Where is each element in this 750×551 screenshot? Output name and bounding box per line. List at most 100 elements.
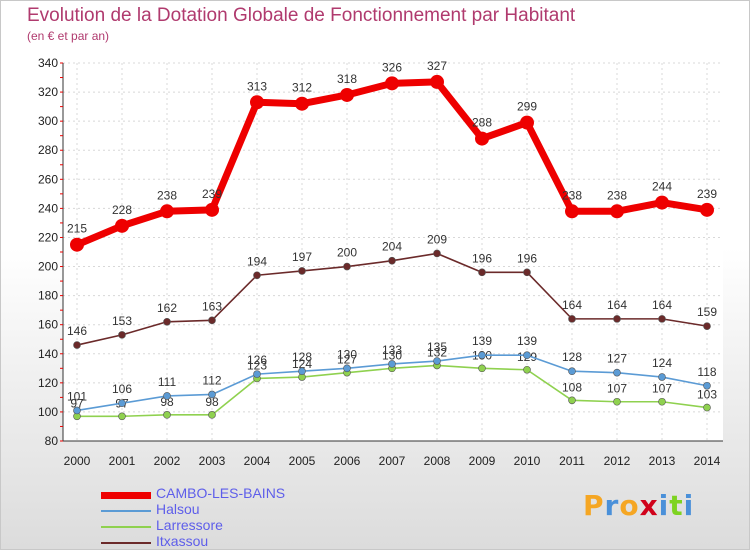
x-tick-label: 2002: [154, 454, 181, 468]
y-tick-label: 340: [38, 56, 58, 70]
y-tick-label: 320: [38, 85, 58, 99]
data-point: [208, 316, 216, 325]
data-label: 288: [472, 116, 492, 130]
data-label: 200: [337, 246, 357, 260]
y-tick-label: 80: [45, 434, 59, 448]
data-point: [478, 268, 486, 277]
logo-letter: t: [669, 489, 684, 522]
data-point: [433, 249, 441, 258]
data-point: [475, 131, 489, 146]
data-label: 130: [382, 348, 402, 362]
data-label: 108: [562, 380, 582, 394]
data-label: 107: [607, 382, 627, 396]
x-tick-label: 2014: [694, 454, 721, 468]
data-point: [73, 406, 81, 415]
legend-swatch: [101, 491, 151, 499]
data-point: [163, 392, 171, 400]
data-label: 244: [652, 180, 672, 194]
data-label: 215: [67, 222, 87, 236]
plot-area: [63, 63, 723, 441]
data-label: 313: [247, 79, 267, 93]
data-point: [163, 317, 171, 326]
data-point: [523, 365, 531, 374]
series-larressore: 9797989812312412713013213012910810710710…: [70, 345, 717, 421]
data-label: 132: [427, 345, 447, 359]
data-point: [478, 364, 486, 373]
data-label: 153: [112, 314, 132, 328]
data-point: [298, 367, 306, 376]
data-label: 164: [607, 298, 627, 312]
legend-swatch: [101, 510, 151, 512]
x-tick-label: 2001: [109, 454, 136, 468]
data-label: 299: [517, 100, 537, 114]
data-point: [118, 399, 126, 408]
x-tick-label: 2012: [604, 454, 631, 468]
data-label: 111: [158, 375, 177, 389]
data-point: [613, 368, 621, 377]
data-label: 238: [562, 188, 582, 202]
data-label: 312: [292, 81, 312, 95]
data-label: 204: [382, 240, 402, 254]
data-label: 238: [157, 188, 177, 202]
x-tick-label: 2010: [514, 454, 541, 468]
data-point: [568, 315, 576, 323]
data-label: 238: [607, 188, 627, 202]
data-label: 128: [292, 350, 312, 364]
data-label: 146: [67, 324, 87, 338]
x-tick-label: 2013: [649, 454, 676, 468]
data-label: 97: [70, 396, 84, 410]
data-label: 107: [652, 382, 672, 396]
data-label: 228: [112, 203, 132, 217]
x-tick-label: 2003: [199, 454, 226, 468]
x-tick-label: 2004: [244, 454, 271, 468]
data-point: [250, 95, 264, 110]
data-point: [568, 396, 576, 405]
data-point: [478, 351, 486, 360]
y-tick-label: 260: [38, 172, 58, 186]
x-tick-label: 2009: [469, 454, 496, 468]
data-label: 98: [160, 395, 174, 409]
data-point: [523, 351, 531, 360]
data-point: [73, 341, 81, 349]
y-tick-label: 220: [38, 230, 58, 244]
y-tick-label: 300: [38, 114, 58, 128]
data-label: 164: [652, 298, 672, 312]
y-tick-label: 240: [38, 201, 58, 215]
data-point: [568, 367, 576, 376]
proxiti-logo: Proxiti: [583, 489, 694, 522]
data-point: [343, 262, 351, 271]
y-tick-label: 160: [38, 318, 58, 332]
data-label: 196: [517, 251, 537, 265]
data-label: 194: [247, 254, 267, 268]
data-point: [385, 76, 399, 91]
x-tick-label: 2008: [424, 454, 451, 468]
x-tick-label: 2006: [334, 454, 361, 468]
data-point: [658, 397, 666, 406]
series-itxassou: 146 153 162 163 194 197 200 204 209 196 196 164 164 1…: [67, 232, 717, 349]
data-label: 133: [382, 343, 402, 357]
data-point: [163, 411, 171, 419]
x-tick-label: 2000: [64, 454, 91, 468]
data-point: [703, 403, 711, 412]
data-label: 103: [697, 388, 717, 402]
data-point: [613, 397, 621, 406]
data-point: [343, 364, 351, 373]
data-label: 112: [202, 373, 221, 387]
data-label: 124: [292, 357, 312, 371]
data-point: [253, 370, 261, 378]
logo-letter: r: [604, 489, 620, 522]
data-label: 123: [247, 358, 267, 372]
data-label: 118: [697, 365, 716, 379]
legend-swatch: [101, 526, 151, 528]
data-label: 326: [382, 60, 402, 74]
data-label: 101: [67, 389, 87, 403]
logo-letter: i: [658, 489, 670, 522]
data-point: [388, 256, 396, 265]
logo-letter: o: [619, 489, 640, 522]
data-label: 139: [517, 334, 537, 348]
y-tick-label: 280: [38, 143, 58, 157]
data-label: 135: [427, 340, 447, 354]
data-label: 162: [157, 301, 177, 315]
